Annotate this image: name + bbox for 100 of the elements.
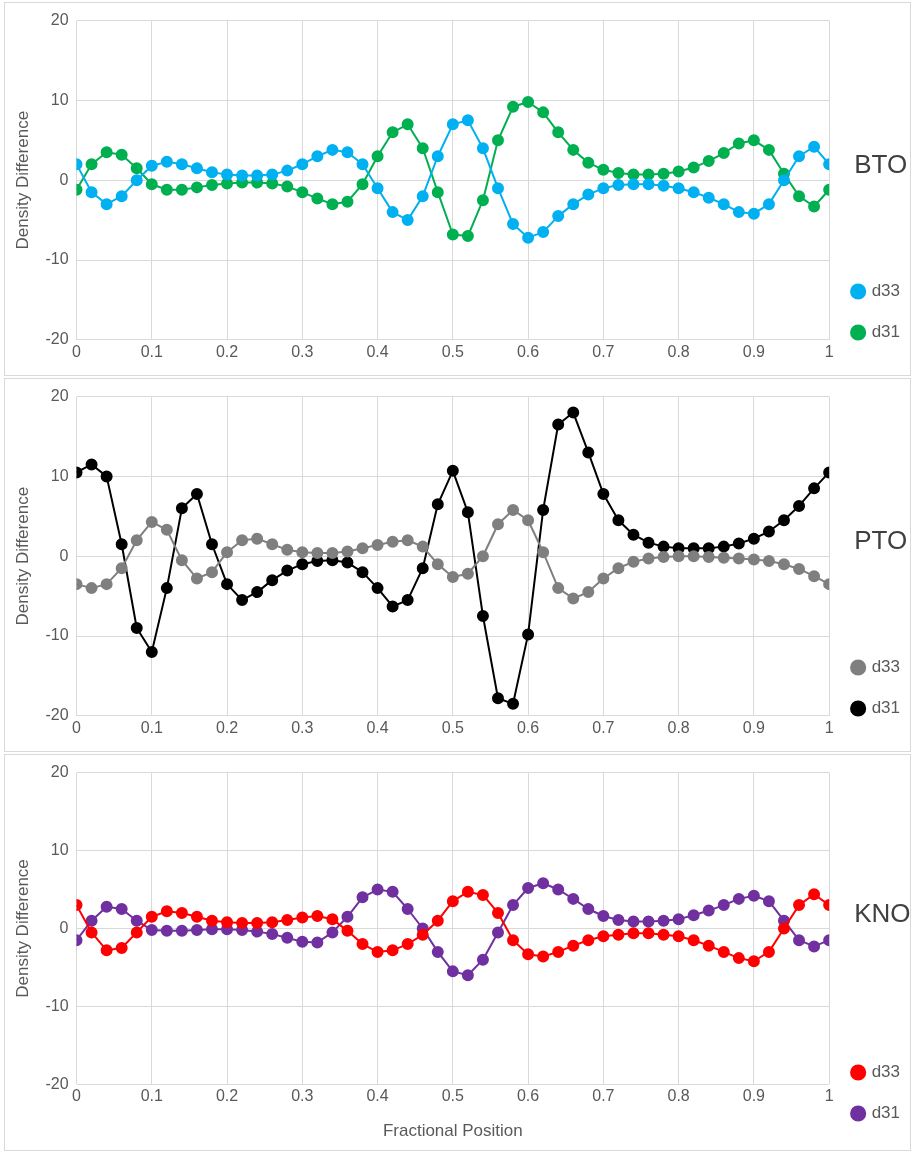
point [100,470,113,483]
point [793,934,806,947]
point [266,574,279,587]
point [356,891,369,904]
point [612,928,625,941]
point [762,198,775,211]
point [371,582,384,595]
x-tick-label: 0.5 [441,342,465,360]
point [190,924,203,937]
point [687,909,700,922]
point [145,924,158,937]
legend-label: d33 [871,1062,901,1082]
point [747,207,760,220]
point [100,578,113,591]
legend-label: d31 [871,698,901,718]
point [386,535,399,548]
point [281,564,294,577]
point [85,582,98,595]
point [522,96,535,108]
point [522,231,535,244]
point [236,594,249,607]
point [717,945,730,958]
x-tick-label: 0.9 [742,342,766,360]
point [612,514,625,527]
point [762,554,775,567]
point [597,182,610,195]
point [687,934,700,947]
point [808,570,821,583]
x-tick-label: 0.6 [516,342,540,360]
point [206,914,218,927]
point [221,916,234,929]
point [567,592,580,605]
point [476,142,489,155]
y-axis-title: Density Difference [12,486,32,626]
point [190,572,203,585]
point [145,159,158,172]
point [567,406,580,419]
point [657,551,670,563]
point [507,503,520,516]
point [777,174,790,187]
x-tick-label: 0.1 [140,1087,163,1105]
x-tick-label: 0.7 [592,1087,615,1105]
legend-label: d31 [871,1103,901,1123]
point [552,945,565,958]
y-tick-label: 20 [50,11,69,29]
point [808,940,821,953]
point [793,499,806,512]
point [296,186,309,199]
point [281,180,294,193]
point [597,910,610,923]
point [657,540,670,553]
point [386,126,399,139]
point [597,487,610,500]
x-tick-label: 0.3 [291,1087,314,1105]
point [446,895,459,908]
point [356,938,369,951]
y-tick-label: -10 [45,250,69,268]
point [777,558,790,571]
point [762,895,775,908]
point [461,969,474,982]
point [431,150,444,163]
x-tick-label: 0.8 [667,718,690,736]
point [356,566,369,579]
point [100,146,113,159]
x-tick-label: 0.1 [140,342,163,360]
y-tick-label: 0 [59,546,69,564]
point [732,952,745,965]
x-tick-label: 0 [72,342,82,360]
point [461,114,474,127]
point [371,182,384,195]
point [326,547,339,560]
point [702,904,715,917]
point [356,158,369,171]
point [145,178,158,191]
point [236,917,249,930]
point [612,562,625,575]
point [85,458,98,471]
y-tick-label: -10 [45,626,69,644]
point [160,582,173,595]
point [145,645,158,658]
point [431,186,444,199]
point [175,906,188,919]
point [371,539,384,552]
point [657,179,670,192]
point [567,892,580,905]
point [100,198,113,211]
point [507,899,520,912]
point [341,146,354,159]
point [206,166,218,179]
point [522,628,535,641]
point [190,162,203,175]
point [657,914,670,927]
point [793,562,806,575]
point [236,534,249,547]
point [115,148,128,161]
point [552,582,565,595]
point [717,551,730,564]
x-tick-label: 1 [824,1087,834,1105]
point [732,206,745,219]
point [190,487,203,500]
